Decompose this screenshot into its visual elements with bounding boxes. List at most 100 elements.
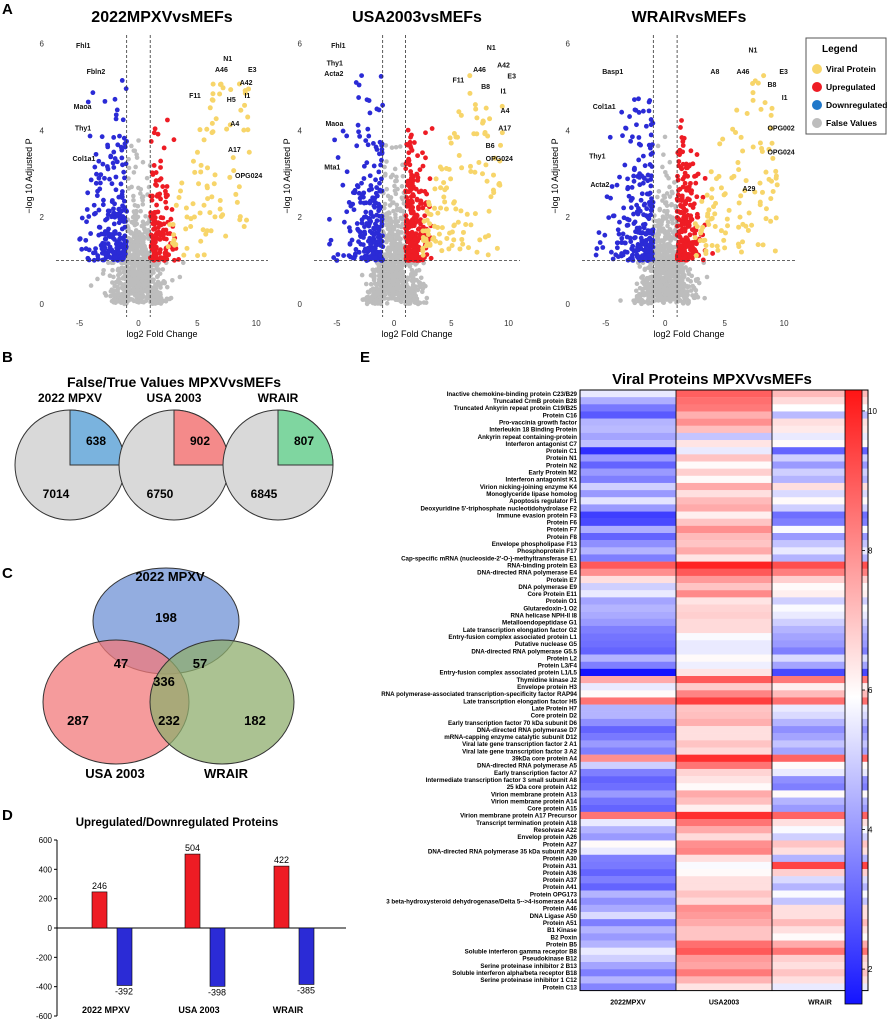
downregulated-point	[363, 138, 369, 144]
downregulated-point	[332, 137, 338, 143]
upregulated-point	[403, 219, 409, 224]
heatmap-row-label: Thymidine kinase J2	[516, 677, 577, 684]
viral-protein-point	[171, 232, 177, 238]
downregulated-point	[327, 241, 332, 247]
false-value-point	[667, 267, 673, 273]
upregulated-point	[409, 177, 414, 183]
false-value-point	[149, 298, 154, 304]
y-tick-label: 400	[39, 865, 53, 874]
upregulated-point	[403, 253, 409, 259]
heatmap-cell	[772, 511, 868, 519]
false-value-point	[682, 291, 687, 296]
viral-protein-point	[472, 102, 478, 108]
downregulated-point	[640, 153, 646, 159]
viral-protein-point	[204, 228, 210, 234]
heatmap-cell	[772, 518, 868, 527]
false-value-point	[632, 300, 638, 306]
downregulated-point	[364, 160, 370, 166]
false-value-point	[702, 295, 707, 301]
viral-protein-point	[438, 205, 444, 211]
downregulated-point	[354, 143, 360, 149]
viral-protein-point	[198, 169, 204, 175]
upregulated-bar	[91, 891, 108, 929]
viral-protein-point	[425, 228, 431, 234]
false-value-point	[658, 238, 663, 244]
heatmap-cell	[772, 697, 868, 705]
upregulated-point	[169, 207, 175, 212]
false-value-point	[135, 203, 141, 209]
downregulated-point	[365, 126, 371, 132]
false-value-point	[147, 270, 153, 276]
false-value-point	[127, 245, 133, 251]
viral-protein-point	[184, 245, 190, 251]
heatmap-cell	[772, 468, 868, 476]
upregulated-point	[683, 208, 689, 213]
heatmap-cell	[772, 654, 868, 662]
false-value-point	[132, 275, 138, 281]
false-value-point	[655, 231, 660, 236]
heatmap-row-label: Protein N2	[546, 462, 578, 469]
downregulated-point	[356, 249, 362, 255]
false-value-point	[659, 270, 665, 276]
viral-protein-point	[207, 105, 213, 111]
pie-false-value: 6845	[251, 487, 278, 501]
downregulated-point	[367, 217, 373, 223]
downregulated-point	[614, 245, 620, 251]
false-value-point	[150, 279, 155, 284]
viral-protein-point	[498, 142, 504, 148]
viral-protein-point	[437, 240, 443, 246]
heatmap-cell	[676, 482, 772, 491]
false-value-point	[400, 173, 406, 179]
false-value-point	[135, 270, 140, 276]
viral-protein-point	[483, 105, 489, 111]
false-value-point	[149, 291, 155, 296]
heatmap-cell	[676, 969, 772, 977]
heatmap-row-label: Metalloendopeptidase G1	[502, 620, 578, 627]
heatmap-cell	[580, 404, 676, 412]
upregulated-point	[410, 205, 416, 210]
heatmap-cell	[772, 747, 868, 755]
x-axis-label: log2 Fold Change	[381, 329, 452, 339]
upregulated-point	[158, 158, 164, 164]
downregulated-point	[622, 240, 628, 246]
viral-protein-point	[725, 223, 731, 229]
viral-protein-point	[448, 140, 454, 146]
downregulated-point	[624, 223, 630, 228]
false-value-point	[660, 198, 665, 203]
upregulated-point	[163, 199, 169, 205]
heatmap-cell	[580, 397, 676, 405]
downregulated-point	[344, 209, 350, 215]
heatmap-cell	[580, 711, 676, 720]
legend-swatch-viral	[812, 64, 822, 74]
false-value-point	[384, 301, 390, 306]
false-value-point	[138, 272, 144, 278]
viral-protein-point	[439, 248, 445, 254]
false-value-point	[398, 293, 403, 298]
false-value-point	[157, 296, 162, 302]
false-value-point	[112, 283, 117, 289]
upregulated-point	[680, 161, 686, 167]
false-value-point	[132, 250, 137, 255]
downregulated-point	[111, 149, 117, 155]
downregulated-point	[349, 237, 355, 243]
false-value-point	[142, 273, 148, 279]
viral-protein-point	[704, 192, 710, 198]
colorbar-tick-label: 4	[868, 826, 873, 835]
false-value-point	[664, 212, 670, 217]
heatmap-row-label: Deoxyuridine 5'-triphosphate nucleotidoh…	[420, 505, 577, 512]
heatmap-cell	[580, 947, 676, 956]
downregulated-point	[107, 255, 113, 260]
downregulated-point	[340, 182, 346, 188]
false-value-point	[128, 238, 134, 243]
viral-protein-point	[760, 242, 766, 248]
downregulated-point	[367, 110, 373, 116]
viral-protein-point	[190, 201, 196, 207]
upregulated-point	[148, 244, 154, 250]
downregulated-point	[636, 110, 642, 115]
downregulated-point	[630, 134, 635, 140]
downregulated-point	[93, 246, 98, 252]
heatmap-cell	[676, 518, 772, 527]
upregulated-point	[424, 252, 430, 257]
viral-protein-point	[181, 252, 187, 258]
gene-label: B6	[486, 143, 495, 150]
